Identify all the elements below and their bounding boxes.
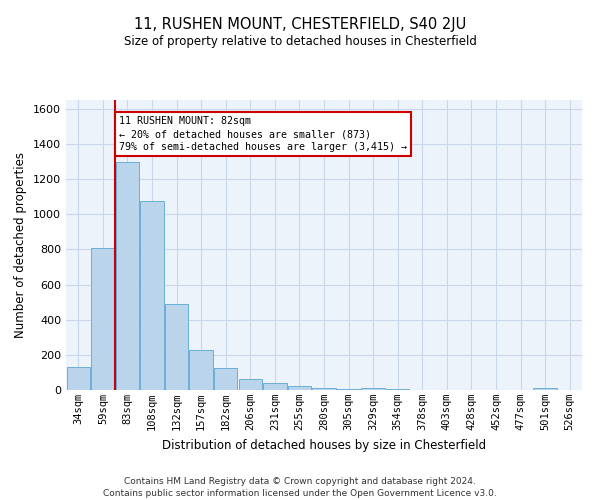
Bar <box>116 162 139 390</box>
Bar <box>337 389 360 390</box>
Bar <box>386 389 409 390</box>
Text: 11 RUSHEN MOUNT: 82sqm
← 20% of detached houses are smaller (873)
79% of semi-de: 11 RUSHEN MOUNT: 82sqm ← 20% of detached… <box>119 116 407 152</box>
Text: Contains HM Land Registry data © Crown copyright and database right 2024.
Contai: Contains HM Land Registry data © Crown c… <box>103 476 497 498</box>
Bar <box>288 386 311 390</box>
Text: Size of property relative to detached houses in Chesterfield: Size of property relative to detached ho… <box>124 35 476 48</box>
Bar <box>263 384 287 390</box>
Bar <box>313 388 335 390</box>
Bar <box>140 201 164 390</box>
Bar <box>214 368 238 390</box>
Bar <box>239 378 262 390</box>
Bar <box>91 248 115 390</box>
Bar <box>165 304 188 390</box>
X-axis label: Distribution of detached houses by size in Chesterfield: Distribution of detached houses by size … <box>162 438 486 452</box>
Bar <box>67 367 90 390</box>
Text: 11, RUSHEN MOUNT, CHESTERFIELD, S40 2JU: 11, RUSHEN MOUNT, CHESTERFIELD, S40 2JU <box>134 18 466 32</box>
Bar <box>190 350 213 390</box>
Bar <box>533 388 557 390</box>
Bar <box>361 388 385 390</box>
Y-axis label: Number of detached properties: Number of detached properties <box>14 152 28 338</box>
